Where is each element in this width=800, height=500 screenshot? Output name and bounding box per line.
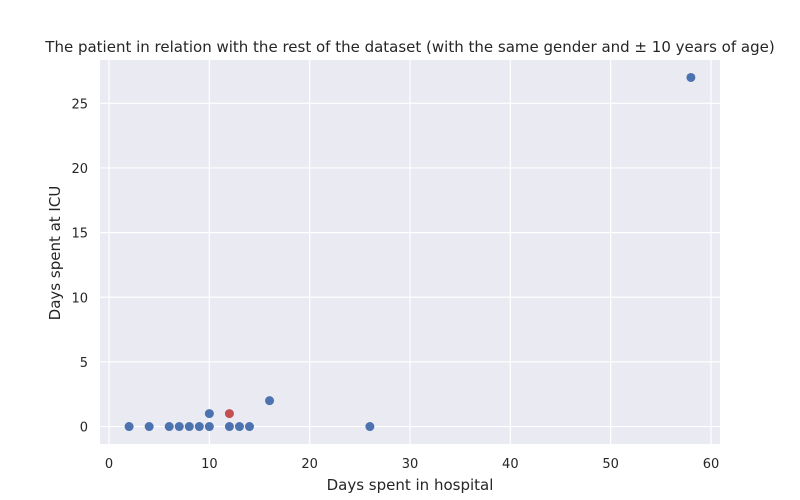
x-tick-label: 50 [602,457,619,472]
x-tick-label: 30 [402,457,419,472]
y-tick-label: 20 [71,162,88,177]
y-tick-label: 25 [71,97,88,112]
data-point [144,422,154,432]
x-tick-label: 40 [502,457,519,472]
y-axis-ticks: 0 5 10 15 20 25 [71,97,88,435]
y-tick-label: 10 [71,291,88,306]
data-point [365,422,375,432]
data-point [234,422,244,432]
y-tick-label: 0 [80,421,88,436]
data-point [265,396,275,406]
x-tick-label: 0 [105,457,113,472]
chart-title: The patient in relation with the rest of… [44,38,774,56]
data-point [124,422,134,432]
data-point [224,422,234,432]
data-point [204,409,214,419]
data-points [124,72,696,432]
y-tick-label: 15 [71,227,88,242]
data-point [194,422,204,432]
data-point [184,422,194,432]
x-tick-label: 60 [703,457,720,472]
x-axis-label: Days spent in hospital [327,476,494,494]
x-tick-label: 10 [201,457,218,472]
y-tick-label: 5 [80,356,88,371]
data-point [204,422,214,432]
x-axis-ticks: 0 10 20 30 40 50 60 [105,457,719,472]
data-point [686,72,696,82]
y-axis-label: Days spent at ICU [46,186,64,321]
data-point [224,409,234,419]
data-point [164,422,174,432]
data-point [174,422,184,432]
x-tick-label: 20 [301,457,318,472]
data-point [244,422,254,432]
